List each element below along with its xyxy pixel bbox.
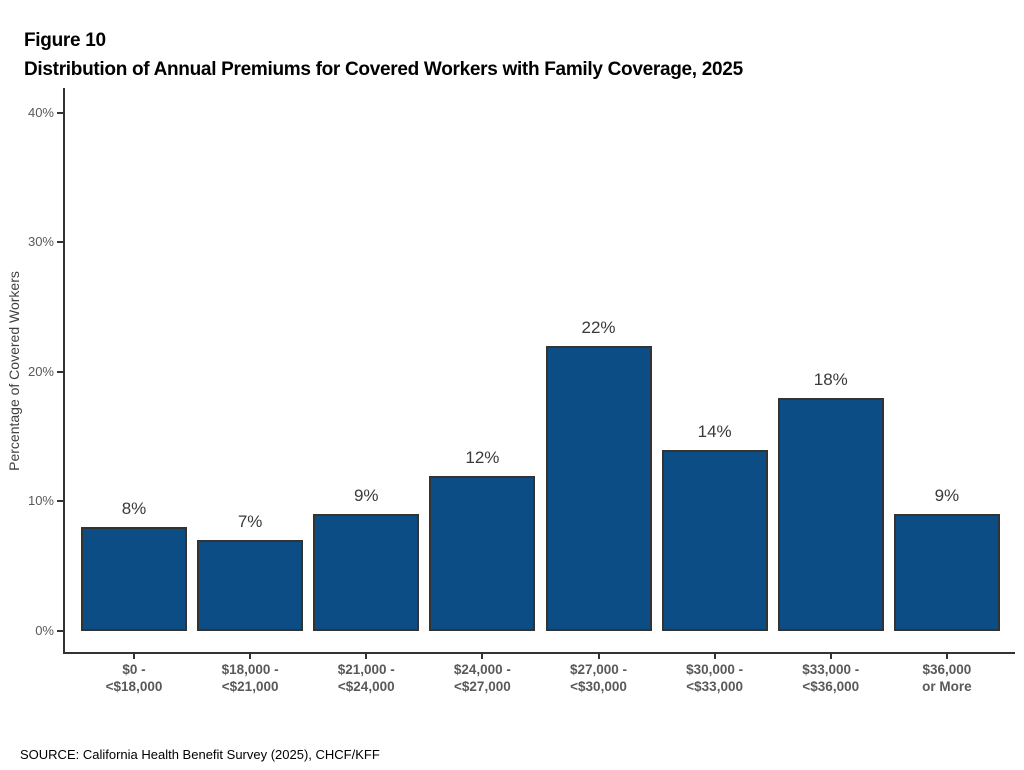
bar-$21,000 - <$24,000	[313, 514, 420, 631]
y-axis-tick-label: 40%	[27, 104, 54, 120]
x-axis-tick	[365, 654, 368, 659]
bar-value-label: 9%	[353, 486, 379, 506]
y-axis-tick	[57, 629, 64, 632]
bar-value-label: 14%	[697, 421, 732, 441]
x-axis-tick	[713, 654, 716, 659]
x-axis-tick	[829, 654, 832, 659]
x-axis-tick	[481, 654, 484, 659]
y-axis-tick	[57, 500, 64, 502]
bar-value-label: 18%	[813, 369, 848, 389]
x-axis-category-label: $33,000 - <$36,000	[802, 662, 860, 694]
y-axis-tick	[57, 241, 64, 243]
y-axis-tick	[57, 111, 64, 114]
bar-$36,000 or More	[893, 514, 1000, 631]
bar-value-label: 8%	[121, 499, 147, 519]
y-axis-tick	[57, 370, 64, 373]
bar-$27,000 - <$30,000	[545, 346, 652, 631]
x-axis-tick	[133, 654, 135, 659]
x-axis-category-label: $36,000 or More	[922, 662, 972, 694]
source-note: SOURCE: California Health Benefit Survey…	[20, 747, 380, 762]
y-axis-tick-label: 30%	[27, 234, 54, 249]
bar-$33,000 - <$36,000	[777, 397, 884, 631]
bar-$24,000 - <$27,000	[429, 475, 536, 631]
x-axis-tick	[597, 654, 600, 659]
bar-$18,000 - <$21,000	[197, 540, 304, 631]
y-axis-line	[63, 88, 65, 654]
x-axis-line	[63, 652, 1015, 654]
x-axis-tick	[945, 654, 948, 659]
bar-$30,000 - <$33,000	[661, 449, 768, 631]
bar-value-label: 9%	[934, 486, 960, 506]
x-axis-tick	[249, 654, 252, 659]
x-axis-category-label: $0 - <$18,000	[105, 662, 163, 694]
x-axis-category-label: $24,000 - <$27,000	[453, 662, 511, 694]
y-axis-tick-label: 10%	[27, 493, 54, 508]
bar-value-label: 22%	[581, 318, 616, 338]
y-axis-tick-label: 0%	[35, 622, 54, 638]
chart-title: Distribution of Annual Premiums for Cove…	[24, 59, 743, 80]
x-axis-category-label: $18,000 - <$21,000	[221, 662, 279, 694]
y-axis-tick-label: 20%	[27, 363, 54, 379]
x-axis-category-label: $27,000 - <$30,000	[569, 662, 628, 694]
bar-$0 - <$18,000	[81, 527, 187, 631]
x-axis-category-label: $21,000 - <$24,000	[337, 662, 395, 694]
figure-number-label: Figure 10	[24, 30, 106, 51]
bar-value-label: 12%	[465, 447, 500, 467]
bar-value-label: 7%	[237, 512, 263, 532]
x-axis-category-label: $30,000 - <$33,000	[686, 662, 744, 694]
